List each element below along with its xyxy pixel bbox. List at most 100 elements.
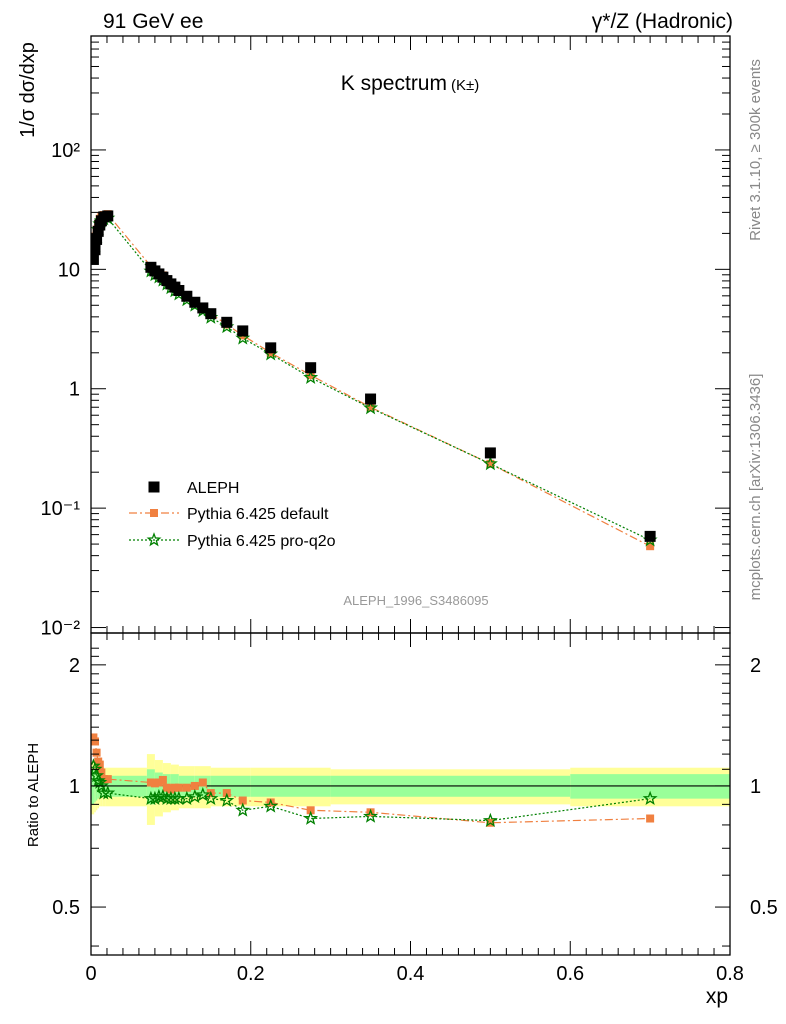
- ratio-default-marker: [91, 737, 99, 746]
- default-marker: [306, 371, 315, 380]
- proq2o-line: [92, 217, 651, 541]
- aleph-marker: [305, 362, 317, 374]
- ratio-proq2o-marker: [219, 792, 235, 807]
- ratio-y-tick-label: 0.5: [52, 897, 80, 919]
- x-tick-label: 0.2: [237, 963, 265, 985]
- main-series: [91, 210, 658, 551]
- aleph-marker: [644, 530, 656, 542]
- ratio-proq2o-marker: [303, 810, 319, 825]
- proq2o-marker: [363, 400, 379, 415]
- plot-title: K spectrum (K±): [341, 72, 479, 95]
- legend-proq2o-marker: [146, 532, 162, 547]
- x-tick-label: 0: [85, 963, 96, 985]
- aleph-marker: [92, 225, 104, 237]
- ratio-y-tick-label-right: 1: [750, 776, 761, 798]
- ratio-default-marker: [238, 796, 247, 805]
- proq2o-marker: [482, 455, 498, 471]
- ratio-y-tick-label: 2: [69, 655, 80, 677]
- aleph-marker: [173, 284, 185, 296]
- ratio-y-tick-label: 1: [69, 776, 80, 798]
- plot-title-sub: (K±): [451, 77, 479, 94]
- ratio-default-marker: [103, 775, 112, 784]
- ratio-default-marker: [97, 768, 106, 777]
- ratio-proq2o-marker: [482, 812, 498, 827]
- ratio-proq2o-marker: [92, 774, 108, 789]
- main-y-tick-label: 1: [69, 379, 80, 401]
- aleph-marker: [221, 316, 233, 328]
- ratio-default-marker: [198, 778, 207, 787]
- legend-aleph-marker: [148, 481, 160, 493]
- aleph-marker: [237, 325, 249, 337]
- ratio-proq2o-marker: [203, 790, 219, 805]
- header-process-label: γ*/Z (Hadronic): [592, 10, 733, 33]
- aleph-marker: [91, 233, 103, 245]
- plot-title-main: K spectrum: [341, 72, 447, 95]
- ratio-default-marker: [646, 814, 655, 823]
- main-y-tick-label: 10²: [51, 140, 80, 162]
- ratio-proq2o-marker: [91, 758, 101, 773]
- band-inner: [91, 769, 95, 805]
- ratio-proq2o-marker: [642, 790, 658, 805]
- main-y-tick-label: 10: [58, 259, 80, 281]
- ratio-default-marker: [306, 806, 315, 815]
- default-line: [92, 213, 651, 547]
- ratio-proq2o-marker: [263, 798, 279, 813]
- aleph-marker: [181, 290, 193, 302]
- side-source-label: mcplots.cern.ch [arXiv:1306.3436]: [747, 374, 764, 601]
- legend-entry-label: Pythia 6.425 pro-q2o: [187, 533, 336, 550]
- main-ylabel: 1/σ dσ/dxp: [17, 42, 39, 138]
- default-marker: [486, 459, 495, 468]
- ratio-default-marker: [158, 775, 167, 784]
- ratio-proq2o-marker: [93, 778, 109, 793]
- ratio-default-marker: [95, 760, 104, 769]
- aleph-marker: [189, 296, 201, 308]
- side-version-label: Rivet 3.1.10, ≥ 300k events: [747, 59, 764, 241]
- x-tick-label: 0.8: [716, 963, 744, 985]
- aleph-marker: [205, 308, 217, 320]
- aleph-marker: [91, 244, 101, 256]
- ratio-default-marker: [190, 781, 199, 790]
- ratio-proq2o-marker: [235, 802, 251, 817]
- proq2o-marker: [303, 369, 319, 384]
- ratio-default-marker: [266, 798, 275, 807]
- ratio-default-marker: [92, 748, 101, 757]
- band-inner: [94, 770, 96, 803]
- ratio-proq2o-marker: [151, 788, 167, 804]
- ratio-default-marker: [182, 783, 191, 792]
- aleph-marker: [91, 253, 99, 265]
- ratio-proq2o-marker: [100, 785, 116, 800]
- ratio-y-tick-label-right: 2: [750, 655, 761, 677]
- ratio-proq2o-marker: [363, 808, 379, 823]
- ratio-series: [91, 733, 658, 827]
- aleph-marker: [102, 210, 114, 222]
- ratio-proq2o-marker: [167, 790, 183, 805]
- aleph-marker: [365, 393, 377, 405]
- ratio-axes: 0 0.2 0.4 0.6 0.8 0.5 0.5 1 1 2 2: [52, 632, 778, 985]
- ratio-default-marker: [174, 783, 183, 792]
- legend-entry-label: ALEPH: [187, 480, 239, 497]
- ratio-default-marker: [91, 733, 98, 742]
- legend: ALEPH Pythia 6.425 default Pythia 6.425 pr…: [129, 480, 336, 550]
- main-panel: 10⁻² 10⁻¹ 1 10 10²: [41, 35, 731, 640]
- ratio-ylabel: Ratio to ALEPH: [25, 743, 42, 847]
- ratio-proq2o-marker: [195, 787, 211, 802]
- ratio-proq2o-marker: [91, 761, 103, 776]
- main-y-tick-label: 10⁻¹: [41, 498, 81, 520]
- ratio-proq2o-marker: [96, 785, 112, 800]
- main-axes: 10⁻² 10⁻¹ 1 10 10²: [41, 35, 731, 640]
- ratio-y-tick-label-right: 0.5: [750, 897, 778, 919]
- ratio-default-marker: [366, 808, 375, 817]
- aleph-marker: [265, 342, 277, 354]
- aleph-marker: [197, 302, 209, 314]
- analysis-id-label: ALEPH_1996_S3486095: [343, 593, 488, 608]
- x-tick-label: 0.4: [397, 963, 425, 985]
- ratio-xlabel: xp: [706, 985, 728, 1008]
- aleph-marker: [484, 447, 496, 459]
- ratio-proq2o-marker: [91, 772, 106, 788]
- header-energy-label: 91 GeV ee: [103, 10, 203, 33]
- ratio-panel: 0 0.2 0.4 0.6 0.8 0.5 0.5 1 1 2 2: [52, 632, 778, 985]
- default-marker: [366, 403, 375, 412]
- legend-default-marker: [150, 509, 158, 517]
- x-tick-label: 0.6: [556, 963, 584, 985]
